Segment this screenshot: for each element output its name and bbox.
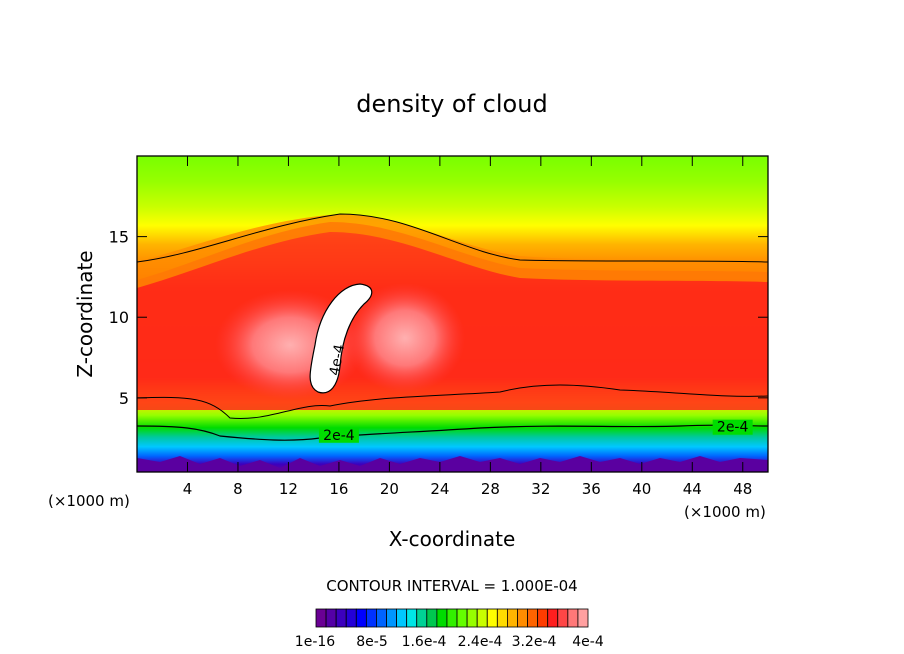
contour-interval-text: CONTOUR INTERVAL = 1.000E-04 <box>326 577 577 595</box>
x-axis-label: X-coordinate <box>389 527 516 551</box>
colorbar-swatch <box>577 608 589 628</box>
colorbar-swatch <box>527 608 539 628</box>
x-tick-label: 8 <box>233 480 243 498</box>
colorbar-swatch <box>315 608 327 628</box>
colorbar-swatch <box>456 608 468 628</box>
colorbar-tick-label: 4e-4 <box>572 634 604 650</box>
colorbar-swatch <box>416 608 428 628</box>
colorbar-labels: 1e-16 8e-5 1.6e-4 2.4e-4 3.2e-4 4e-4 <box>295 634 604 650</box>
contour-line-upper <box>137 213 768 263</box>
colorbar-swatch <box>396 608 408 628</box>
contour-label: 4e-4 <box>327 343 348 377</box>
colorbar-swatch <box>325 608 337 628</box>
colorbar-tick-label: 1e-16 <box>295 634 335 650</box>
colorbar-swatch <box>476 608 488 628</box>
colorbar-tick-label: 8e-5 <box>356 634 387 650</box>
x-tick-label: 48 <box>733 480 752 498</box>
contour-label-bg <box>318 427 359 443</box>
contour-labels: 4e-4 2e-4 2e-4 <box>318 343 753 444</box>
x-tick-label: 12 <box>279 480 298 498</box>
x-tick-label: 20 <box>380 480 399 498</box>
colorbar-swatch <box>567 608 579 628</box>
colorbar-swatch <box>547 608 559 628</box>
colorbar-swatch <box>386 608 397 628</box>
x-tick-label: 24 <box>430 480 449 498</box>
orange-band <box>137 214 768 288</box>
x-tick-label: 28 <box>481 480 500 498</box>
chart-title: density of cloud <box>356 90 547 118</box>
colorbar-swatch <box>365 608 377 628</box>
colorbar-swatch <box>537 608 549 628</box>
x-tick-label: 4 <box>183 480 193 498</box>
x-tick-label: 16 <box>329 480 348 498</box>
contour-line-lower <box>137 384 768 420</box>
contour-line-2e-4 <box>137 424 768 441</box>
colorbar-swatch <box>507 608 518 628</box>
x-axis: 4 8 12 16 20 24 28 32 36 40 44 48 <box>183 156 752 498</box>
colorbar <box>315 608 589 628</box>
colorbar-swatch <box>376 608 387 628</box>
colorbar-swatch <box>406 608 418 628</box>
contour-label: 2e-4 <box>717 420 749 436</box>
y-axis: 5 10 15 <box>109 228 768 408</box>
y-tick-label: 5 <box>119 389 129 408</box>
contour-label: 2e-4 <box>323 428 355 444</box>
colorbar-swatch <box>486 608 498 628</box>
colorbar-tick-label: 1.6e-4 <box>402 634 447 650</box>
colorbar-swatch <box>496 608 508 628</box>
plot-frame <box>136 155 769 473</box>
ground-noise-band <box>137 456 768 472</box>
x-unit-right: (×1000 m) <box>684 503 766 521</box>
colorbar-swatch <box>446 608 458 628</box>
colorbar-tick-label: 3.2e-4 <box>512 634 557 650</box>
colorbar-swatch <box>466 608 478 628</box>
dense-core-right <box>345 283 465 393</box>
x-tick-label: 36 <box>582 480 601 498</box>
colorbar-swatch <box>426 608 438 628</box>
x-tick-label: 44 <box>683 480 702 498</box>
x-tick-label: 40 <box>632 480 651 498</box>
colorbar-swatch <box>345 608 357 628</box>
colorbar-swatch <box>517 608 528 628</box>
contour-label-bg <box>712 419 753 435</box>
colorbar-swatch <box>436 608 448 628</box>
plot-area <box>137 156 768 472</box>
y-axis-label: Z-coordinate <box>73 250 97 377</box>
y-tick-label: 10 <box>109 308 129 327</box>
x-unit-left: (×1000 m) <box>48 492 130 510</box>
colorbar-tick-label: 2.4e-4 <box>458 634 503 650</box>
colorbar-swatch <box>557 608 569 628</box>
colorbar-swatch <box>355 608 367 628</box>
y-tick-label: 15 <box>109 228 129 247</box>
max-density-region <box>309 283 373 394</box>
colorbar-swatch <box>335 608 347 628</box>
x-tick-label: 32 <box>531 480 550 498</box>
